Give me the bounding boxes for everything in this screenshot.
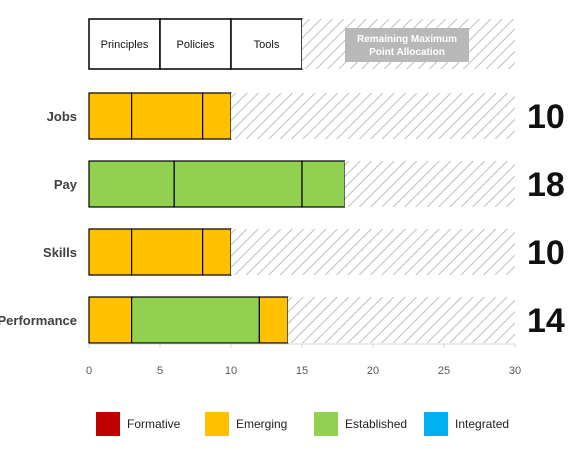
legend-swatch-emerging <box>205 412 229 436</box>
header-label-3: Tools <box>254 39 280 51</box>
remaining-label-line-2: Point Allocation <box>369 47 445 58</box>
total-label-pay: 18 <box>527 166 565 204</box>
legend-label-established: Established <box>345 417 407 431</box>
x-tick-label-5: 25 <box>438 365 450 377</box>
header-segment-1 <box>88 18 161 70</box>
legend: Formative Emerging Established Integrated <box>96 412 509 436</box>
legend-swatch-established <box>314 412 338 436</box>
x-tick-label-0: 0 <box>86 365 92 377</box>
bar-performance-segment-2 <box>131 296 261 344</box>
total-label-skills: 10 <box>527 234 565 272</box>
bar-jobs-segment-1 <box>88 92 133 140</box>
bar-performance-remaining <box>287 297 515 343</box>
bar-pay-segment-2 <box>173 160 303 208</box>
total-label-jobs: 10 <box>527 98 565 136</box>
bar-pay-segment-3 <box>301 160 346 208</box>
legend-label-formative: Formative <box>127 417 181 431</box>
header-row: Principles Policies Tools Remaining Maximum… <box>88 18 515 70</box>
header-segment-3 <box>230 18 303 70</box>
bar-skills-segment-3 <box>202 228 232 276</box>
bar-jobs-segment-2 <box>131 92 204 140</box>
legend-swatch-formative <box>96 412 120 436</box>
x-tick-label-6: 30 <box>509 365 521 377</box>
x-tick-label-1: 5 <box>157 365 163 377</box>
category-label-skills: Skills <box>43 245 77 260</box>
x-tick-label-3: 15 <box>296 365 308 377</box>
bar-skills-segment-1 <box>88 228 133 276</box>
bar-performance-segment-1 <box>88 296 133 344</box>
remaining-label-line-1: Remaining Maximum <box>357 34 457 45</box>
x-axis: 0 5 10 15 20 25 30 <box>86 343 521 377</box>
x-tick-label-4: 20 <box>367 365 379 377</box>
remaining-label-box <box>345 28 469 62</box>
category-label-performance: Performance <box>0 313 77 328</box>
bar-jobs-segment-3 <box>202 92 232 140</box>
legend-swatch-integrated <box>424 412 448 436</box>
bar-performance-segment-3 <box>258 296 289 344</box>
legend-label-integrated: Integrated <box>455 417 509 431</box>
header-label-2: Policies <box>177 39 215 51</box>
bar-skills-segment-2 <box>131 228 204 276</box>
header-label-1: Principles <box>101 39 149 51</box>
category-label-pay: Pay <box>54 177 78 192</box>
category-label-jobs: Jobs <box>47 109 77 124</box>
x-tick-label-2: 10 <box>225 365 237 377</box>
header-segment-2 <box>159 18 232 70</box>
total-label-performance: 14 <box>527 302 565 340</box>
bar-jobs-remaining <box>231 93 515 139</box>
bars: Jobs 10 Pay 18 Skills 10 Performance 14 <box>0 92 565 344</box>
legend-label-emerging: Emerging <box>236 417 287 431</box>
bar-pay-remaining <box>344 161 515 207</box>
bar-skills-remaining <box>231 229 515 275</box>
bar-pay-segment-1 <box>88 160 175 208</box>
